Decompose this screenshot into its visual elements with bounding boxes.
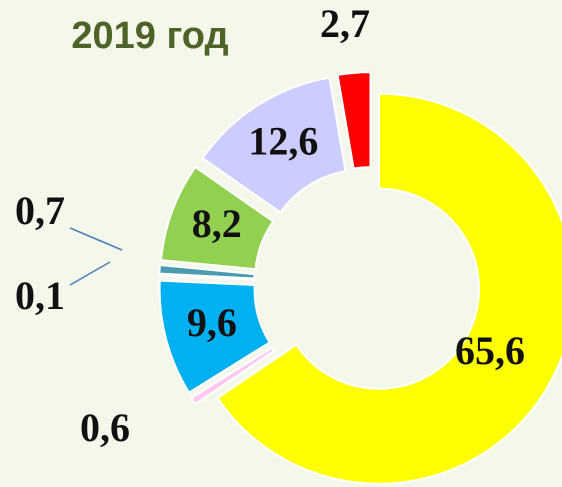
donut-slice xyxy=(336,71,372,170)
donut-slice xyxy=(216,92,562,485)
leader-line xyxy=(69,261,111,286)
value-label: 8,2 xyxy=(192,201,242,246)
value-label: 12,6 xyxy=(248,118,318,163)
donut-slice xyxy=(158,263,256,280)
donut-slice xyxy=(158,279,272,395)
value-label: 0,1 xyxy=(15,273,65,318)
donut-slice xyxy=(190,346,276,406)
chart-title: 2019 год xyxy=(71,15,228,57)
value-label: 2,7 xyxy=(320,1,370,46)
value-label: 65,6 xyxy=(455,328,525,373)
value-label: 0,6 xyxy=(80,405,130,450)
value-label: 0,7 xyxy=(15,188,65,233)
donut-slice xyxy=(159,165,275,271)
value-label: 9,6 xyxy=(187,300,237,345)
leader-line xyxy=(69,227,123,251)
donut-slice xyxy=(201,76,347,214)
